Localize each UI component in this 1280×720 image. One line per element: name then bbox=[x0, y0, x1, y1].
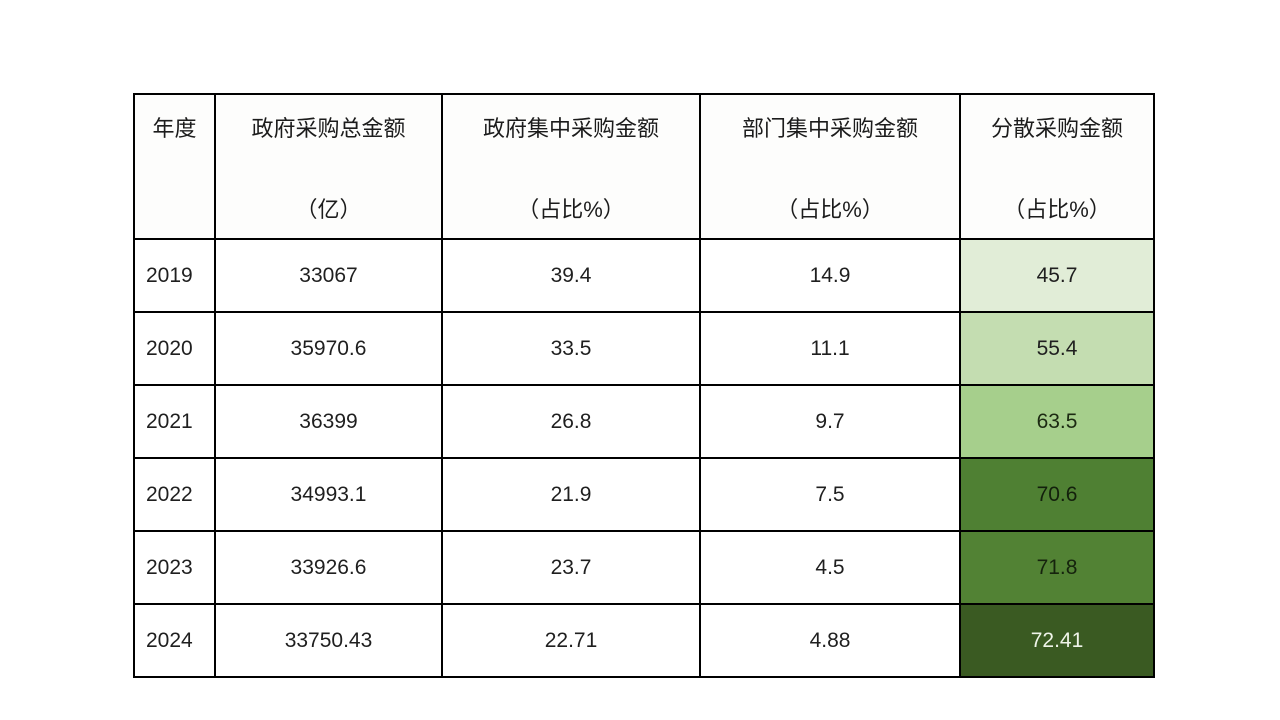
dept-centralized-cell: 11.1 bbox=[699, 311, 961, 386]
header-total-amount: 政府采购总金额 （亿） bbox=[214, 93, 443, 240]
table-body: 2019 33067 39.4 14.9 45.7 2020 35970.6 33.5 11.1… bbox=[133, 238, 1155, 678]
year-cell: 2024 bbox=[133, 603, 216, 678]
decentralized-cell: 70.6 bbox=[959, 457, 1155, 532]
decentralized-cell: 45.7 bbox=[959, 238, 1155, 313]
dept-centralized-cell: 4.88 bbox=[699, 603, 961, 678]
total-amount-cell: 33750.43 bbox=[214, 603, 443, 678]
header-decentralized-line2: （占比%） bbox=[1003, 196, 1111, 222]
decentralized-cell: 72.41 bbox=[959, 603, 1155, 678]
dept-centralized-cell: 9.7 bbox=[699, 384, 961, 459]
total-amount-cell: 34993.1 bbox=[214, 457, 443, 532]
dept-centralized-cell: 4.5 bbox=[699, 530, 961, 605]
total-amount-cell: 33067 bbox=[214, 238, 443, 313]
table-row: 2023 33926.6 23.7 4.5 71.8 bbox=[133, 530, 1155, 605]
header-year-line1: 年度 bbox=[152, 116, 197, 141]
header-gov-line2: （占比%） bbox=[517, 196, 625, 222]
dept-centralized-cell: 7.5 bbox=[699, 457, 961, 532]
table-row: 2021 36399 26.8 9.7 63.5 bbox=[133, 384, 1155, 459]
decentralized-cell: 71.8 bbox=[959, 530, 1155, 605]
header-year: 年度 bbox=[133, 93, 216, 240]
total-amount-cell: 33926.6 bbox=[214, 530, 443, 605]
table-row: 2019 33067 39.4 14.9 45.7 bbox=[133, 238, 1155, 313]
gov-centralized-cell: 39.4 bbox=[441, 238, 701, 313]
header-row: 年度 政府采购总金额 （亿） 政府集中采购金额 （占比%） bbox=[133, 93, 1155, 240]
header-dept-centralized: 部门集中采购金额 （占比%） bbox=[699, 93, 961, 240]
table-row: 2020 35970.6 33.5 11.1 55.4 bbox=[133, 311, 1155, 386]
gov-centralized-cell: 26.8 bbox=[441, 384, 701, 459]
decentralized-cell: 63.5 bbox=[959, 384, 1155, 459]
gov-centralized-cell: 33.5 bbox=[441, 311, 701, 386]
header-dept-line2: （占比%） bbox=[776, 196, 884, 222]
header-total-line2: （亿） bbox=[295, 196, 362, 222]
dept-centralized-cell: 14.9 bbox=[699, 238, 961, 313]
gov-centralized-cell: 23.7 bbox=[441, 530, 701, 605]
total-amount-cell: 35970.6 bbox=[214, 311, 443, 386]
header-decentralized: 分散采购金额 （占比%） bbox=[959, 93, 1155, 240]
gov-centralized-cell: 22.71 bbox=[441, 603, 701, 678]
year-cell: 2022 bbox=[133, 457, 216, 532]
table-header: 年度 政府采购总金额 （亿） 政府集中采购金额 （占比%） bbox=[133, 93, 1155, 240]
header-decentralized-line1: 分散采购金额 bbox=[990, 116, 1123, 141]
header-gov-centralized: 政府集中采购金额 （占比%） bbox=[441, 93, 701, 240]
table-row: 2024 33750.43 22.71 4.88 72.41 bbox=[133, 603, 1155, 678]
header-total-line1: 政府采购总金额 bbox=[251, 116, 406, 141]
header-gov-line1: 政府集中采购金额 bbox=[482, 116, 659, 141]
year-cell: 2020 bbox=[133, 311, 216, 386]
table-row: 2022 34993.1 21.9 7.5 70.6 bbox=[133, 457, 1155, 532]
gov-centralized-cell: 21.9 bbox=[441, 457, 701, 532]
year-cell: 2019 bbox=[133, 238, 216, 313]
total-amount-cell: 36399 bbox=[214, 384, 443, 459]
decentralized-cell: 55.4 bbox=[959, 311, 1155, 386]
procurement-table: 年度 政府采购总金额 （亿） 政府集中采购金额 （占比%） bbox=[133, 93, 1155, 678]
year-cell: 2023 bbox=[133, 530, 216, 605]
header-dept-line1: 部门集中采购金额 bbox=[741, 116, 918, 141]
year-cell: 2021 bbox=[133, 384, 216, 459]
